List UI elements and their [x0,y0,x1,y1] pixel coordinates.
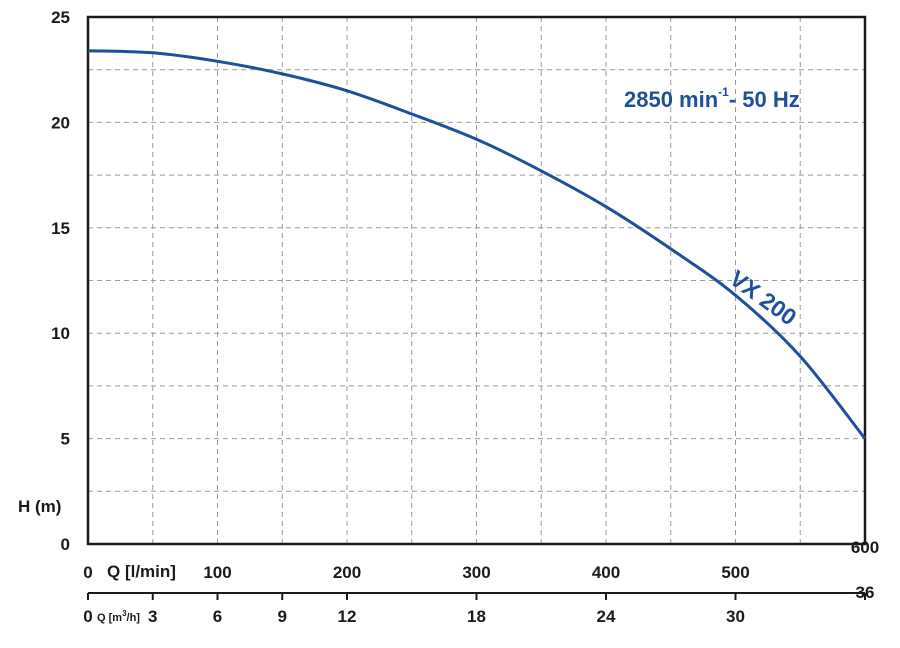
curve-vx-200 [87,49,867,440]
plot-frame [86,15,867,546]
grid [88,17,865,544]
y-tick-label: 15 [51,219,70,238]
x-primary-tick-label: 500 [721,563,749,582]
x-secondary-tick-label: 9 [278,607,287,626]
y-tick-label: 25 [51,8,70,27]
x-secondary-tick-label: 6 [213,607,222,626]
y-axis-label: H (m) [18,497,61,516]
x-primary-axis-label: Q [l/min] [107,562,176,581]
x-secondary-tick-label: 24 [597,607,616,626]
y-tick-label: 0 [61,535,70,554]
speed-annotation: 2850 min-1- 50 Hz [624,85,800,112]
x-secondary-tick-marks [87,593,866,600]
x-primary-tick-label: 100 [203,563,231,582]
x-primary-tick-label: 200 [333,563,361,582]
y-tick-label: 5 [61,430,70,449]
y-tick-labels: 0 5 10 15 20 25 [51,8,70,554]
x-primary-tick-label: 400 [592,563,620,582]
x-primary-tick-label: 300 [462,563,490,582]
x-primary-tick-label: 0 [83,563,92,582]
x-secondary-tick-label: 30 [726,607,745,626]
x-secondary-tick-label: 36 [856,583,875,602]
y-tick-label: 20 [51,113,70,132]
x-primary-tick-label: 600 [851,538,879,557]
x-secondary-tick-label: 3 [148,607,157,626]
x-secondary-tick-label: 12 [338,607,357,626]
x-primary-tick-labels: 0 100 200 300 400 500 600 [83,538,879,582]
y-tick-label: 10 [51,324,70,343]
x-secondary-tick-label: 18 [467,607,486,626]
x-secondary-axis-label: Q [m3/h] [97,609,140,624]
x-secondary-tick-label: 0 [83,607,92,626]
